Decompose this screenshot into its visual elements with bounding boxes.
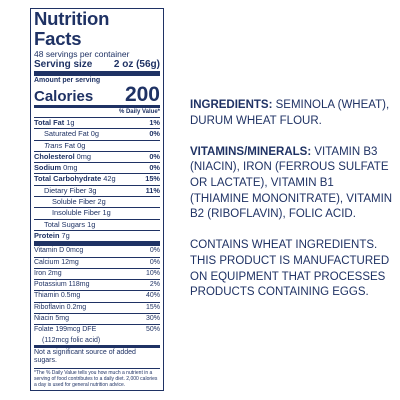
- vitamin-row: Thiamin 0.5mg 40%: [34, 291, 160, 303]
- saturated-fat-label: Saturated Fat: [44, 129, 89, 139]
- amount-per-serving: Amount per serving: [34, 77, 101, 84]
- nutrition-facts-panel: Nutrition Facts 48 servings per containe…: [30, 8, 164, 391]
- total-fat-pct: 1%: [149, 118, 160, 127]
- vitamin-row: Niacin 5mg 30%: [34, 314, 160, 326]
- vitamin-pct: 40%: [145, 292, 160, 300]
- vitamin-row: Calcium 12mg 0%: [34, 258, 160, 269]
- ingredients-label: INGREDIENTS:: [190, 99, 273, 111]
- vitamin-label: Niacin 5mg: [34, 315, 70, 323]
- cholesterol-row: Cholesterol 0mg 0%: [34, 151, 160, 164]
- vitamin-pct: 10%: [145, 269, 160, 277]
- sodium-label: Sodium: [34, 163, 62, 173]
- total-fat-label: Total Fat: [34, 118, 65, 127]
- soluble-fiber-value: 2g: [97, 197, 106, 207]
- trans-fat-label-suffix: Fat: [62, 140, 76, 150]
- vitamin-row: Folate 199mcg DFE 50%: [34, 325, 160, 335]
- cholesterol-label: Cholesterol: [34, 151, 75, 161]
- daily-value-footnote: *The % Daily Value tells you how much a …: [34, 369, 158, 388]
- total-fat-row: Total Fat 1g 1%: [34, 118, 160, 130]
- servings-per-container: 48 servings per container: [34, 49, 130, 59]
- vitamins-minerals-paragraph: VITAMINS/MINERALS: VITAMIN B3 (NIACIN), …: [190, 145, 395, 223]
- insoluble-fiber-label: Insoluble Fiber: [52, 208, 101, 218]
- vitamin-pct: 15%: [145, 303, 160, 311]
- trans-fat-label: Trans: [44, 140, 63, 150]
- serving-size-label: Serving size: [34, 59, 93, 70]
- serving-size-row: Serving size 2 oz (56g): [34, 59, 160, 76]
- ingredients-text: SEMINOLA (WHEAT), DURUM WHEAT FLOUR.: [190, 99, 390, 127]
- vitamin-row: Iron 2mg 10%: [34, 269, 160, 281]
- vitamin-row: Riboflavin 0.2mg 15%: [34, 303, 160, 315]
- vitamin-pct: 0%: [149, 247, 160, 255]
- vitamins-minerals-label: VITAMINS/MINERALS:: [190, 145, 312, 158]
- saturated-fat-pct: 0%: [149, 129, 160, 139]
- vitamin-pct: 50%: [145, 326, 160, 334]
- vitamin-pct: 30%: [145, 315, 160, 323]
- saturated-fat-value: 0g: [90, 129, 100, 139]
- total-fat-value: 1g: [66, 118, 75, 127]
- cholesterol-pct: 0%: [149, 151, 160, 161]
- ingredients-section: INGREDIENTS: SEMINOLA (WHEAT), DURUM WHE…: [190, 98, 395, 316]
- total-sugars-row: Total Sugars 1g: [34, 220, 160, 231]
- vitamin-pct: 2%: [149, 281, 160, 289]
- folic-acid-note: (112mcg folic acid): [34, 336, 160, 348]
- protein-value: 7g: [61, 230, 70, 240]
- vitamin-label: Folate 199mcg DFE: [34, 326, 97, 334]
- insoluble-fiber-row: Insoluble Fiber 1g: [34, 208, 160, 220]
- total-sugars-label: Total Sugars: [44, 219, 86, 229]
- total-carb-row: Total Carbohydrate 42g 15%: [34, 174, 160, 186]
- vitamin-pct: 0%: [149, 258, 160, 266]
- sodium-value: 0mg: [63, 163, 78, 173]
- dietary-fiber-pct: 11%: [145, 185, 160, 195]
- calories-value: 200: [124, 83, 160, 106]
- dietary-fiber-row: Dietary Fiber 3g 11%: [34, 185, 160, 198]
- allergen-statement: CONTAINS WHEAT INGREDIENTS. THIS PRODUCT…: [190, 239, 390, 299]
- protein-label: Protein: [34, 230, 60, 240]
- daily-value-header: % Daily Value*: [34, 108, 160, 118]
- ingredients-paragraph: INGREDIENTS: SEMINOLA (WHEAT), DURUM WHE…: [190, 98, 395, 129]
- vitamin-label: Iron 2mg: [34, 269, 62, 277]
- total-carb-value: 42g: [103, 174, 116, 184]
- vitamin-row: Vitamin D 0mcg 0%: [34, 246, 160, 258]
- dietary-fiber-value: 3g: [88, 185, 97, 195]
- calories-label: Calories: [34, 88, 94, 105]
- dietary-fiber-label: Dietary Fiber: [44, 185, 87, 195]
- protein-row: Protein 7g: [34, 230, 160, 247]
- insoluble-fiber-value: 1g: [102, 208, 111, 218]
- total-carb-pct: 15%: [145, 174, 160, 184]
- vitamin-row: Potassium 118mg 2%: [34, 280, 160, 292]
- vitamins-minerals-text: VITAMIN B3 (NIACIN), IRON (FERROUS SULFA…: [190, 145, 393, 221]
- soluble-fiber-row: Soluble Fiber 2g: [34, 197, 160, 209]
- sodium-pct: 0%: [149, 163, 160, 173]
- calories-row: Calories 200: [34, 83, 160, 108]
- cholesterol-value: 0mg: [76, 151, 92, 161]
- vitamin-label: Potassium 118mg: [34, 281, 90, 289]
- saturated-fat-row: Saturated Fat 0g 0%: [34, 129, 160, 141]
- total-carb-label: Total Carbohydrate: [34, 174, 102, 184]
- total-sugars-value: 1g: [87, 219, 96, 229]
- vitamin-label: Vitamin D 0mcg: [34, 247, 84, 255]
- vitamin-label: Calcium 12mg: [34, 258, 79, 266]
- sodium-row: Sodium 0mg 0%: [34, 163, 160, 175]
- vitamin-label: Riboflavin 0.2mg: [34, 303, 87, 311]
- added-sugars-note: Not a significant source of added sugars…: [34, 348, 160, 369]
- trans-fat-row: Trans Fat 0g: [34, 141, 160, 152]
- trans-fat-value: 0g: [77, 140, 86, 150]
- nutrition-title: Nutrition Facts: [34, 8, 110, 49]
- vitamin-label: Thiamin 0.5mg: [34, 292, 81, 300]
- serving-size-value: 2 oz (56g): [113, 59, 160, 70]
- soluble-fiber-label: Soluble Fiber: [52, 197, 96, 207]
